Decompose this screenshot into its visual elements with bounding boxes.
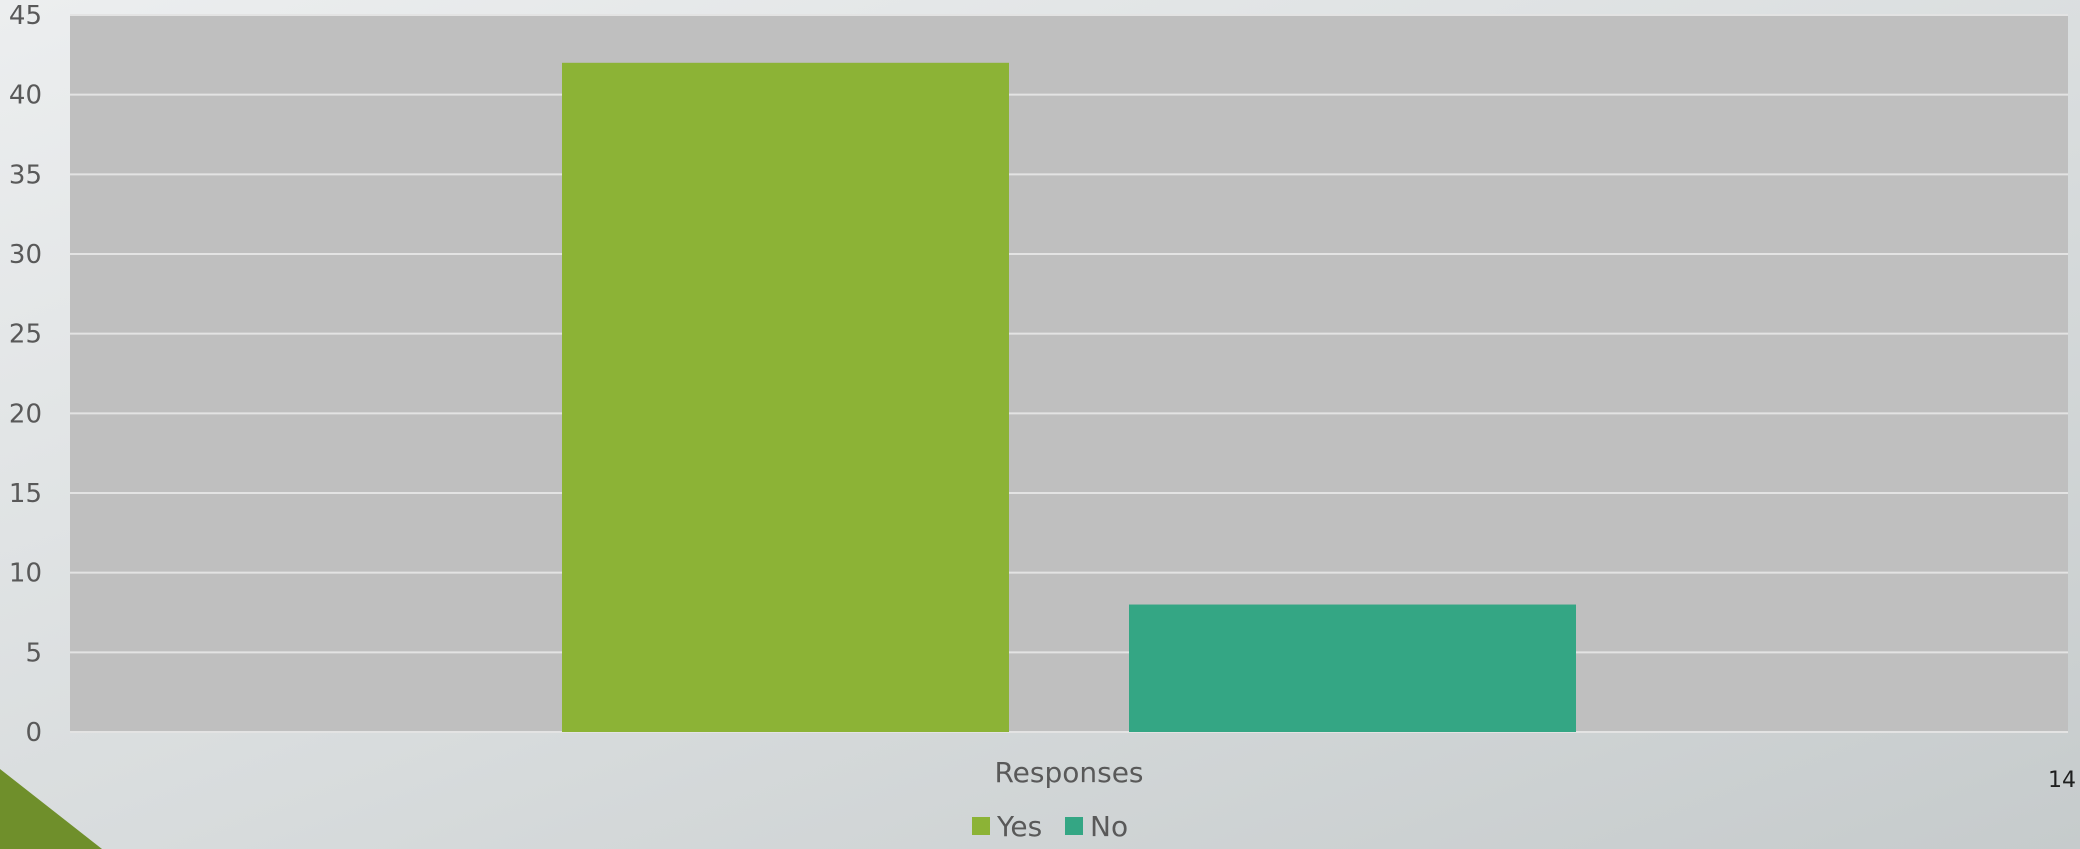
y-tick-label: 40 (9, 81, 42, 111)
bar-no (1129, 604, 1576, 732)
gridlines (70, 14, 2068, 733)
y-tick-label: 45 (9, 1, 42, 31)
legend-item-no: No (1065, 810, 1128, 843)
legend-label-yes: Yes (996, 810, 1042, 843)
y-tick-label: 35 (9, 160, 42, 190)
y-tick-label: 5 (25, 638, 42, 668)
y-tick-label: 20 (9, 399, 42, 429)
corner-accent-triangle (0, 769, 102, 849)
x-axis-title: Responses (994, 756, 1143, 789)
legend: Yes No (972, 810, 1128, 843)
bar-yes (562, 62, 1009, 733)
plot-area (70, 15, 2068, 732)
y-axis-ticks: 0 5 10 15 20 25 30 35 40 45 (9, 1, 42, 748)
y-tick-label: 0 (25, 718, 42, 748)
y-tick-label: 10 (9, 559, 42, 589)
y-tick-label: 15 (9, 479, 42, 509)
y-tick-label: 25 (9, 320, 42, 350)
legend-label-no: No (1090, 810, 1128, 843)
legend-swatch-yes (972, 817, 990, 835)
legend-item-yes: Yes (972, 810, 1042, 843)
y-tick-label: 30 (9, 240, 42, 270)
slide-number: 14 (2048, 768, 2076, 793)
legend-swatch-no (1065, 817, 1083, 835)
bars (562, 62, 1576, 733)
